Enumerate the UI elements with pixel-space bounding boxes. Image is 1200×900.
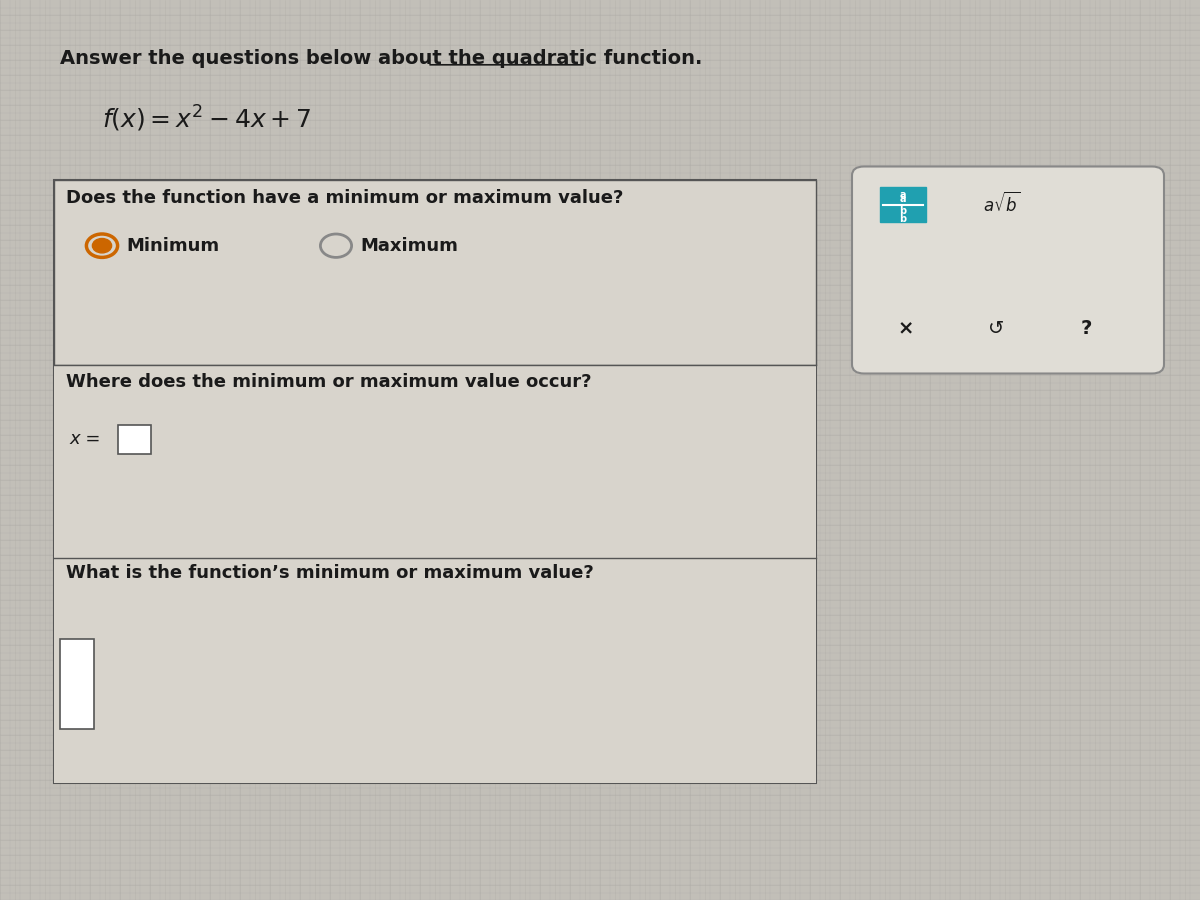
Text: $f(x)=x^2-4x+7$: $f(x)=x^2-4x+7$ xyxy=(102,104,311,134)
Text: ?: ? xyxy=(1080,319,1092,338)
Text: Where does the minimum or maximum value occur?: Where does the minimum or maximum value … xyxy=(66,373,592,391)
FancyBboxPatch shape xyxy=(54,558,816,783)
Text: ↺: ↺ xyxy=(988,319,1004,338)
Text: b: b xyxy=(899,214,906,224)
Text: Minimum: Minimum xyxy=(126,237,220,255)
Circle shape xyxy=(92,238,112,253)
Text: Does the function have a minimum or maximum value?: Does the function have a minimum or maxi… xyxy=(66,189,623,207)
Text: a
b: a b xyxy=(900,194,906,215)
Text: a: a xyxy=(899,190,906,200)
Text: x =: x = xyxy=(70,430,107,448)
FancyBboxPatch shape xyxy=(880,187,926,222)
FancyBboxPatch shape xyxy=(852,166,1164,374)
Text: ×: × xyxy=(898,319,914,338)
Text: What is the function’s minimum or maximum value?: What is the function’s minimum or maximu… xyxy=(66,564,594,582)
FancyBboxPatch shape xyxy=(54,180,816,364)
FancyBboxPatch shape xyxy=(60,639,94,729)
FancyBboxPatch shape xyxy=(118,425,151,454)
Text: Answer the questions below about the quadratic function.: Answer the questions below about the qua… xyxy=(60,50,702,68)
FancyBboxPatch shape xyxy=(54,180,816,783)
Text: $a\sqrt{b}$: $a\sqrt{b}$ xyxy=(983,193,1021,216)
FancyBboxPatch shape xyxy=(54,364,816,558)
Text: Maximum: Maximum xyxy=(360,237,458,255)
